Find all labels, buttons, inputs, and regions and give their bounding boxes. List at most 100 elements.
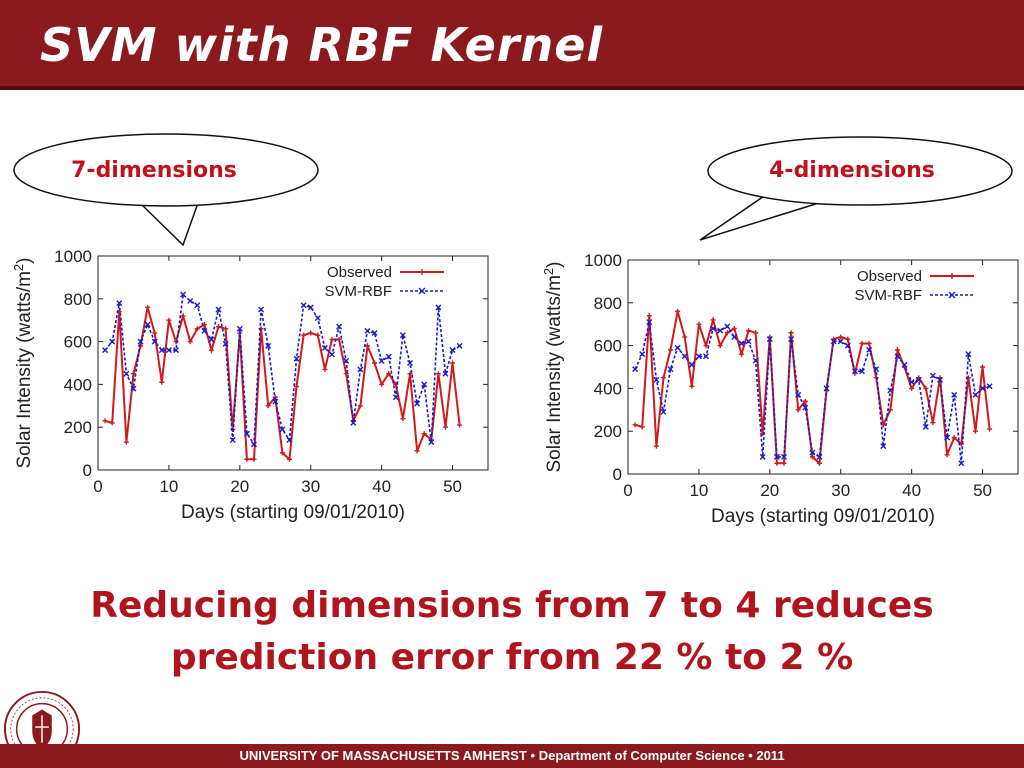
data-point-observed <box>859 340 865 346</box>
data-point-svm-rbf <box>908 378 915 385</box>
data-point-observed <box>244 456 250 462</box>
y-axis-label-close: ) <box>14 257 35 263</box>
data-point-observed <box>301 332 307 338</box>
chart-4-dimensions: 0 200 400 600 800 1000 0 10 20 30 40 50 Days (starti… <box>541 251 1019 527</box>
data-point-svm-rbf <box>887 387 894 394</box>
conclusion-line-2: prediction error from 22 % to 2 % <box>170 637 854 678</box>
data-point-observed <box>223 326 229 332</box>
data-point-observed <box>944 452 950 458</box>
conclusion-line-1: Reducing dimensions from 7 to 4 reduces <box>90 585 934 626</box>
callout-7-dimensions: 7-dimensions <box>13 133 319 247</box>
data-point-observed <box>187 339 193 345</box>
data-point-observed <box>166 317 172 323</box>
data-point-svm-rbf <box>731 334 738 341</box>
conclusion-text: Reducing dimensions from 7 to 4 reduces … <box>0 580 1024 684</box>
data-point-svm-rbf <box>979 385 986 392</box>
data-point-observed <box>400 416 406 422</box>
chart-7-dimensions: 0 200 400 600 800 1000 0 10 20 30 40 50 Days (starti… <box>11 247 489 523</box>
data-point-svm-rbf <box>137 338 144 345</box>
data-point-svm-rbf <box>236 325 243 332</box>
data-point-svm-rbf <box>717 327 724 334</box>
data-point-svm-rbf <box>407 360 413 366</box>
data-point-svm-rbf <box>724 323 731 330</box>
data-point-svm-rbf <box>336 323 343 330</box>
data-point-svm-rbf <box>859 368 865 375</box>
data-point-observed <box>753 330 759 336</box>
data-point-svm-rbf <box>307 304 314 311</box>
data-point-observed <box>923 385 929 391</box>
x-tick-label: 40 <box>902 481 921 500</box>
data-point-observed <box>930 420 936 426</box>
data-point-observed <box>194 326 200 332</box>
data-point-observed <box>357 403 363 409</box>
data-point-svm-rbf <box>788 336 795 343</box>
data-point-observed <box>123 439 129 445</box>
y-tick-label: 600 <box>64 333 92 352</box>
data-point-svm-rbf <box>703 353 709 360</box>
callout-label-left: 7-dimensions <box>71 158 237 183</box>
data-point-svm-rbf <box>915 376 922 383</box>
data-point-observed <box>873 375 879 381</box>
y-tick-label: 400 <box>594 379 622 398</box>
x-tick-label: 10 <box>159 477 178 496</box>
data-point-svm-rbf <box>258 306 265 313</box>
data-point-observed <box>372 360 378 366</box>
data-point-observed <box>180 313 186 319</box>
data-point-observed <box>866 340 872 346</box>
data-point-svm-rbf <box>695 353 702 360</box>
data-point-svm-rbf <box>293 355 300 362</box>
data-point-svm-rbf <box>173 347 179 354</box>
data-point-observed <box>251 456 257 462</box>
legend-marker <box>948 291 956 299</box>
data-point-svm-rbf <box>265 342 272 349</box>
data-point-svm-rbf <box>929 372 936 379</box>
data-point-svm-rbf <box>674 344 681 351</box>
y-tick-label: 800 <box>64 290 92 309</box>
data-point-svm-rbf <box>102 347 109 354</box>
data-point-observed <box>407 371 413 377</box>
legend-label-svm-rbf: SVM-RBF <box>855 287 923 304</box>
data-point-observed <box>972 428 978 434</box>
data-point-svm-rbf <box>766 336 773 343</box>
data-point-svm-rbf <box>314 315 321 322</box>
data-point-svm-rbf <box>823 385 830 392</box>
data-point-observed <box>216 324 222 330</box>
data-point-svm-rbf <box>951 391 958 398</box>
data-point-svm-rbf <box>738 340 745 347</box>
data-point-svm-rbf <box>894 353 901 360</box>
data-point-observed <box>646 313 652 319</box>
data-point-svm-rbf <box>646 319 653 326</box>
y-tick-label: 0 <box>83 461 92 480</box>
data-point-observed <box>774 460 780 466</box>
data-point-observed <box>322 366 328 372</box>
y-axis-label-sup: 2 <box>11 264 26 271</box>
data-point-observed <box>682 334 688 340</box>
data-point-svm-rbf <box>456 342 463 349</box>
data-point-svm-rbf <box>937 376 943 383</box>
data-point-svm-rbf <box>300 302 307 309</box>
slide-title: SVM with RBF Kernel <box>40 18 604 72</box>
data-point-observed <box>909 385 915 391</box>
data-point-observed <box>816 460 822 466</box>
y-tick-label: 200 <box>594 422 622 441</box>
y-axis-label-main: Solar Intensity (watts/m <box>14 271 35 468</box>
data-point-svm-rbf <box>442 370 449 377</box>
y-axis-label-close: ) <box>544 261 565 267</box>
y-axis-label-sup: 2 <box>541 268 556 275</box>
data-point-svm-rbf <box>639 351 646 358</box>
data-point-svm-rbf <box>364 327 371 334</box>
y-axis-label: Solar Intensity (watts/m2) <box>541 261 565 472</box>
data-point-svm-rbf <box>251 441 257 448</box>
data-point-svm-rbf <box>109 338 116 345</box>
data-point-observed <box>386 371 392 377</box>
data-point-svm-rbf <box>392 394 399 401</box>
data-point-observed <box>838 334 844 340</box>
data-point-svm-rbf <box>208 336 215 343</box>
data-point-observed <box>442 424 448 430</box>
x-tick-label: 0 <box>623 481 632 500</box>
data-point-observed <box>308 330 314 336</box>
y-tick-label: 200 <box>64 418 92 437</box>
data-point-svm-rbf <box>286 437 293 444</box>
data-point-observed <box>795 407 801 413</box>
data-point-observed <box>639 424 645 430</box>
